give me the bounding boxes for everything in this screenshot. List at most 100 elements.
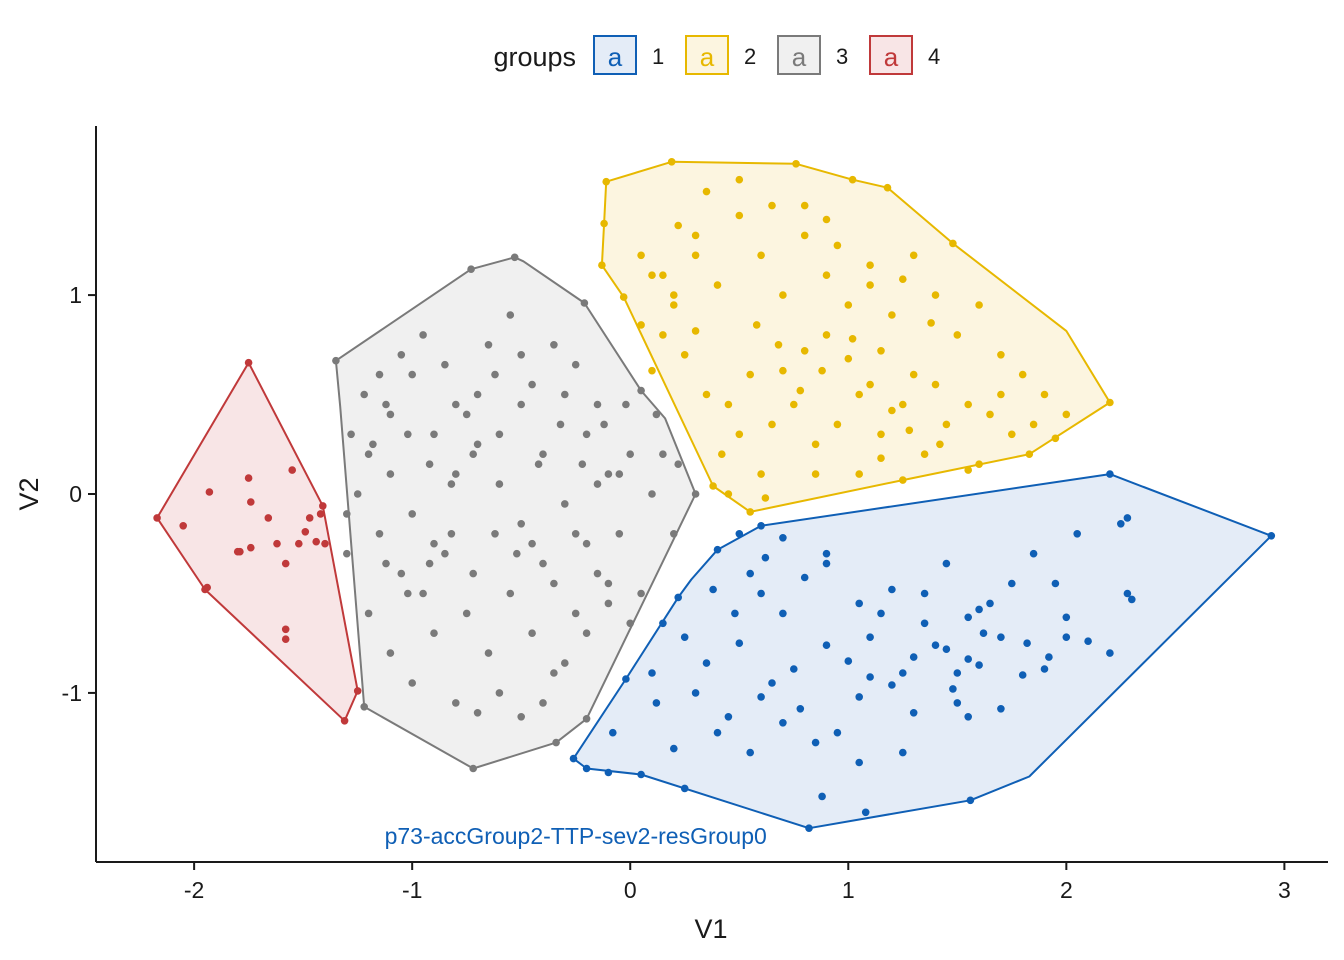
data-point-group-1 [1073, 530, 1081, 538]
data-point-group-3 [670, 530, 678, 538]
data-point-group-1 [975, 661, 983, 669]
data-point-group-2 [598, 261, 606, 270]
legend-key-glyph: a [700, 42, 715, 72]
data-point-group-1 [1018, 671, 1027, 679]
data-point-group-2 [1029, 420, 1038, 429]
data-point-group-1 [1062, 613, 1071, 622]
data-point-group-3 [386, 649, 395, 657]
data-point-group-2 [844, 301, 853, 309]
data-point-group-2 [718, 450, 726, 459]
data-point-group-2 [602, 177, 610, 186]
data-point-group-1 [609, 728, 617, 737]
data-point-group-1 [674, 593, 682, 602]
data-point-group-2 [877, 454, 885, 463]
data-point-group-2 [724, 400, 733, 409]
data-point-group-1 [920, 589, 929, 598]
data-point-group-2 [792, 160, 800, 168]
data-point-group-1 [1045, 653, 1053, 661]
data-point-group-2 [670, 291, 678, 299]
y-tick-label: 0 [69, 481, 82, 507]
data-point-group-2 [822, 215, 831, 224]
data-point-group-3 [408, 370, 417, 379]
data-point-group-2 [761, 494, 770, 502]
x-axis-title: V1 [694, 914, 727, 944]
data-point-group-2 [670, 301, 678, 309]
data-point-group-3 [452, 699, 460, 707]
data-point-group-2 [691, 231, 700, 240]
data-point-group-1 [746, 569, 754, 578]
data-point-group-1 [822, 549, 831, 558]
data-point-group-1 [709, 585, 717, 594]
data-point-group-2 [667, 158, 676, 166]
data-point-group-3 [386, 470, 395, 478]
data-point-group-1 [735, 639, 744, 647]
data-point-group-2 [927, 319, 935, 327]
legend-label-group-1: 1 [652, 44, 664, 69]
data-point-group-1 [796, 705, 805, 713]
data-point-group-4 [316, 510, 325, 518]
data-point-group-2 [702, 390, 711, 399]
data-point-group-3 [571, 360, 580, 369]
data-point-group-1 [997, 633, 1005, 641]
x-tick-label: -2 [184, 877, 204, 903]
data-point-group-2 [746, 370, 754, 379]
data-point-group-1 [1040, 665, 1049, 673]
data-point-group-2 [899, 476, 907, 484]
data-point-group-4 [153, 514, 161, 522]
data-point-group-3 [425, 460, 434, 469]
data-point-group-3 [495, 430, 504, 439]
data-point-group-1 [779, 719, 787, 727]
data-point-group-4 [281, 625, 290, 634]
data-point-group-3 [561, 390, 569, 399]
data-point-group-2 [888, 311, 896, 319]
data-point-group-3 [495, 689, 504, 697]
x-tick-label: 3 [1278, 877, 1291, 903]
data-point-group-4 [321, 539, 329, 548]
data-point-group-1 [648, 669, 656, 677]
data-point-group-3 [469, 569, 478, 578]
data-point-group-3 [604, 599, 613, 608]
data-point-group-2 [905, 426, 914, 435]
data-point-group-1 [888, 585, 896, 594]
data-point-group-4 [305, 514, 314, 522]
data-point-group-2 [811, 440, 820, 449]
data-point-group-2 [746, 508, 754, 516]
data-point-group-2 [931, 291, 940, 299]
data-point-group-1 [1008, 579, 1016, 588]
data-point-group-1 [731, 609, 739, 618]
data-point-group-1 [931, 641, 940, 649]
data-point-group-2 [1008, 430, 1016, 439]
data-point-group-1 [622, 675, 630, 683]
data-point-group-2 [735, 211, 744, 220]
data-point-group-3 [517, 400, 525, 409]
data-point-group-2 [680, 351, 689, 359]
data-point-group-3 [626, 450, 634, 459]
data-point-group-2 [637, 321, 645, 329]
data-point-group-2 [637, 251, 645, 260]
y-tick-label: -1 [62, 680, 82, 706]
data-point-group-3 [473, 440, 482, 449]
data-point-group-2 [899, 400, 907, 409]
data-point-group-3 [473, 390, 482, 399]
data-point-group-3 [513, 549, 521, 558]
data-point-group-2 [619, 293, 628, 301]
data-point-group-1 [713, 728, 722, 737]
data-point-group-1 [746, 748, 754, 757]
data-point-group-3 [604, 579, 613, 588]
data-point-group-3 [539, 559, 547, 568]
data-point-group-1 [1029, 549, 1038, 558]
legend-key-group-3 [777, 35, 821, 75]
data-point-group-2 [1106, 398, 1114, 407]
data-point-group-4 [301, 528, 310, 536]
data-point-group-3 [615, 470, 624, 478]
data-point-group-2 [855, 390, 863, 399]
data-point-group-1 [1117, 520, 1125, 528]
data-point-group-2 [844, 354, 853, 363]
data-point-group-1 [805, 824, 813, 832]
data-point-group-3 [452, 400, 460, 409]
data-point-group-1 [844, 657, 853, 665]
data-point-group-1 [724, 713, 733, 721]
data-point-group-3 [615, 530, 624, 538]
data-point-group-2 [936, 440, 944, 449]
data-point-group-2 [800, 231, 809, 240]
